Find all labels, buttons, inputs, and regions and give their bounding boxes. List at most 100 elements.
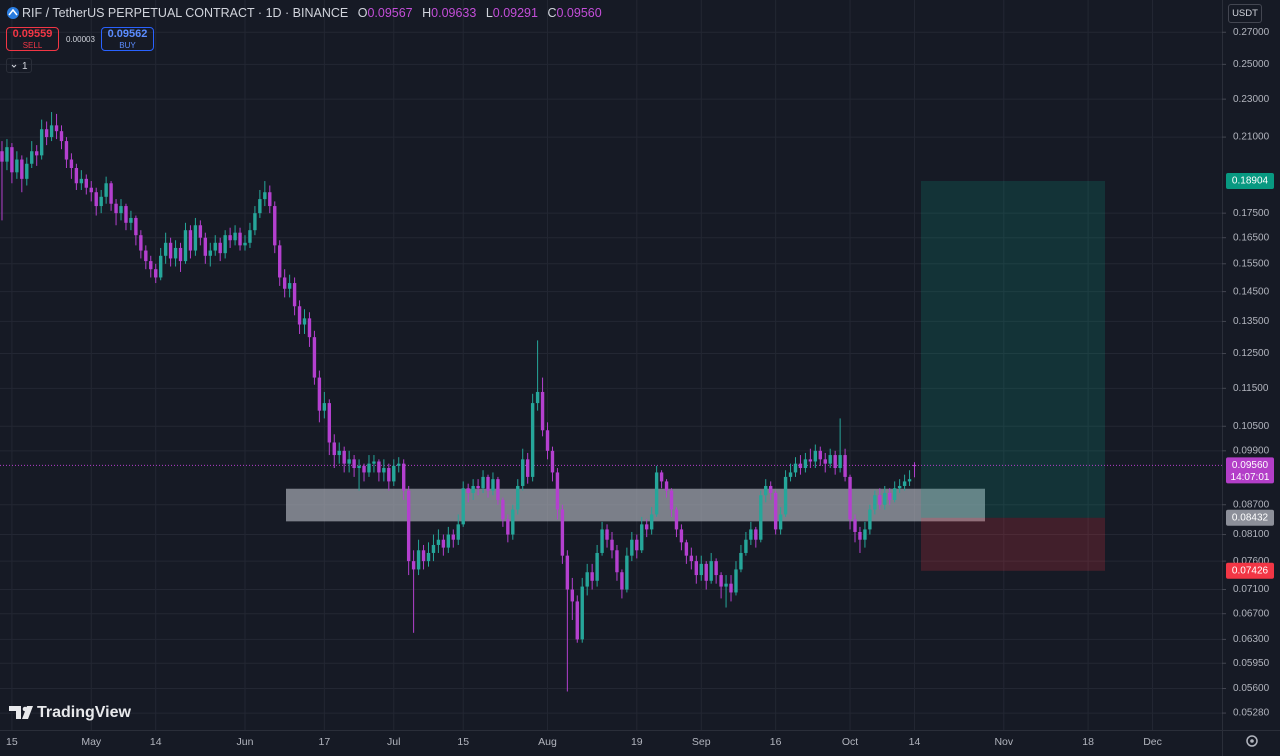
candle-body — [530, 403, 535, 477]
grid — [0, 0, 1222, 730]
chevron-icon[interactable] — [11, 64, 17, 68]
candle-body — [858, 531, 862, 540]
x-tick-label: 18 — [1082, 736, 1094, 748]
x-tick-label: May — [81, 736, 102, 748]
candle-body — [109, 183, 113, 204]
candle-body — [382, 468, 386, 473]
candle-body — [357, 465, 361, 469]
candle-body — [481, 476, 485, 489]
candle-body — [178, 247, 183, 262]
sell-price[interactable]: 0.09559 — [12, 28, 53, 40]
candle-body — [689, 555, 694, 562]
x-tick-label: Aug — [538, 736, 557, 748]
candle-body — [312, 337, 317, 378]
y-tick-label: 0.05600 — [1233, 683, 1270, 694]
candle-body — [768, 485, 773, 493]
ohlc-key: C — [547, 6, 557, 20]
candle-body — [387, 468, 391, 482]
candle-body — [461, 488, 465, 525]
buy-label[interactable]: BUY — [119, 41, 136, 50]
sell-button[interactable]: 0.09559 SELL — [6, 27, 59, 51]
y-tick-label: 0.10500 — [1233, 421, 1270, 432]
candle-body — [406, 490, 411, 562]
candle-body — [878, 495, 882, 505]
candle-body — [476, 485, 480, 489]
x-tick-label: 19 — [631, 736, 643, 748]
y-tick-label: 0.25000 — [1233, 59, 1270, 70]
symbol-icon — [7, 7, 19, 19]
buy-button[interactable]: 0.09562 BUY — [101, 27, 154, 51]
candle-body — [516, 485, 520, 510]
candle-body — [912, 465, 917, 467]
settings-icon[interactable] — [1246, 735, 1258, 747]
candle-body — [600, 529, 604, 553]
candle-body — [803, 459, 808, 469]
candle-body — [282, 277, 287, 289]
candle-body — [397, 463, 401, 466]
candle-body — [273, 206, 277, 246]
indicators-toggle[interactable]: 1 — [6, 58, 32, 73]
gear-center[interactable] — [1250, 739, 1254, 743]
candle-body — [233, 232, 237, 241]
y-tick-label: 0.06300 — [1233, 634, 1270, 645]
candle-body — [158, 255, 163, 278]
gear[interactable] — [1246, 735, 1258, 747]
candle-body — [630, 539, 634, 556]
price-tag-label: 0.07426 — [1232, 565, 1269, 576]
candle-body — [788, 472, 793, 477]
sell-label[interactable]: SELL — [22, 41, 43, 50]
x-tick-label: Jul — [387, 736, 400, 748]
y-tick-label: 0.08100 — [1233, 529, 1270, 540]
y-tick-label: 0.09900 — [1233, 445, 1270, 456]
candles — [0, 112, 917, 692]
candle-body — [74, 168, 79, 184]
candle-body — [436, 539, 441, 545]
candle-body — [203, 237, 208, 256]
axes: 0.27000 0.25000 0.23000 0.21000 0.17500 0.165… — [6, 27, 1274, 748]
candle-body — [114, 203, 118, 214]
candle-body — [749, 529, 753, 540]
candle-body — [30, 151, 34, 164]
candle-body — [238, 232, 242, 246]
candle-body — [902, 481, 907, 486]
candle-body — [773, 492, 778, 530]
candle-body — [302, 318, 307, 325]
candle-body — [610, 539, 614, 551]
candle-body — [595, 552, 599, 581]
y-tick-label: 0.14500 — [1233, 286, 1270, 297]
x-tick-label: 14 — [909, 736, 921, 748]
candle-body — [89, 187, 93, 193]
candle-body — [555, 472, 560, 510]
candle-body — [362, 465, 366, 473]
target-area — [921, 180, 1105, 518]
candle-body — [139, 235, 143, 251]
candle-body — [426, 552, 431, 562]
candle-body — [401, 463, 406, 491]
symbol[interactable]: RIF / TetherUS PERPETUAL CONTRACT · 1D ·… — [22, 6, 349, 20]
candle-body — [124, 206, 128, 223]
x-tick-label: Nov — [994, 736, 1013, 748]
candle-body — [486, 476, 490, 491]
candle-body — [104, 183, 108, 197]
candle-body — [759, 495, 763, 540]
candle-body — [754, 529, 758, 540]
y-tick-label: 0.07600 — [1233, 556, 1270, 567]
candle-body — [411, 561, 416, 570]
candle-body — [704, 563, 708, 581]
y-tick-label: 0.16500 — [1233, 232, 1270, 243]
buy-price[interactable]: 0.09562 — [107, 28, 148, 40]
candle-body — [521, 459, 525, 486]
candle-body — [377, 461, 381, 473]
x-tick-label: 14 — [150, 736, 162, 748]
candle-body — [223, 235, 227, 254]
y-tick-label: 0.15500 — [1233, 258, 1270, 269]
candle-body — [347, 459, 351, 464]
x-tick-label: 15 — [457, 736, 469, 748]
currency-button[interactable]: USDT — [1228, 4, 1262, 23]
tradingview-logo — [9, 706, 33, 719]
y-tick-label: 0.21000 — [1233, 132, 1270, 143]
candle-body — [575, 601, 579, 640]
candle-body — [392, 465, 396, 482]
candle-body — [570, 589, 575, 602]
